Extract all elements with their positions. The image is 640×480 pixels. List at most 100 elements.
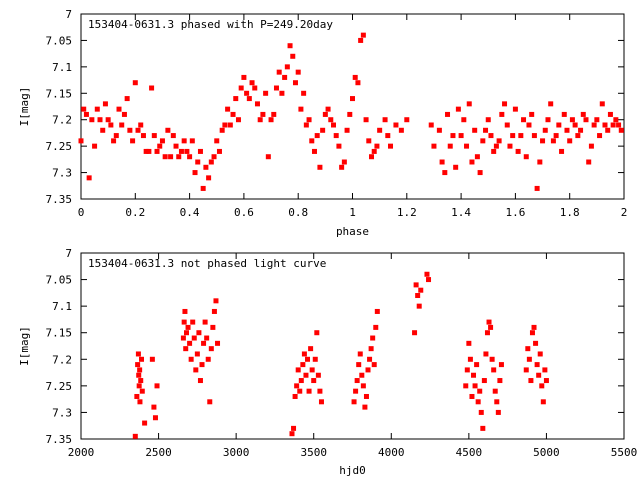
data-point	[531, 324, 537, 330]
data-point	[140, 133, 146, 139]
data-point	[222, 122, 228, 128]
data-point	[97, 117, 103, 123]
x-tick-label: 0.8	[288, 206, 308, 219]
data-point	[367, 356, 373, 362]
data-point	[268, 117, 274, 123]
data-point	[529, 330, 535, 336]
data-point	[151, 133, 157, 139]
data-point	[216, 148, 222, 154]
data-point	[225, 106, 231, 112]
y-tick-label: 7.2	[52, 353, 72, 366]
data-point	[561, 111, 567, 117]
data-point	[388, 143, 394, 149]
data-point	[180, 335, 186, 341]
data-point	[442, 170, 448, 176]
data-point	[301, 351, 307, 357]
data-point	[121, 111, 127, 117]
data-point	[317, 164, 323, 170]
y-tick-label: 7.1	[52, 300, 72, 313]
x-tick-label: 0.4	[180, 206, 200, 219]
data-point	[357, 351, 363, 357]
data-point	[512, 106, 518, 112]
data-point	[89, 117, 95, 123]
data-point	[494, 399, 500, 405]
plot-frame	[80, 13, 625, 200]
data-point	[184, 148, 190, 154]
data-point	[333, 133, 339, 139]
data-point	[136, 383, 142, 389]
data-point	[453, 164, 459, 170]
data-point	[190, 319, 196, 325]
data-point	[467, 356, 473, 362]
data-point	[588, 143, 594, 149]
data-point	[529, 111, 535, 117]
data-point	[208, 346, 214, 352]
data-point	[498, 362, 504, 368]
data-point	[353, 388, 359, 394]
data-point	[204, 335, 210, 341]
data-point	[328, 117, 334, 123]
data-point	[157, 143, 163, 149]
data-point	[244, 90, 250, 96]
data-point	[81, 106, 87, 112]
data-point	[485, 117, 491, 123]
data-point	[311, 148, 317, 154]
data-point	[559, 148, 565, 154]
data-point	[525, 346, 531, 352]
y-tick-label: 7.15	[46, 327, 73, 340]
data-point	[291, 425, 297, 431]
data-point	[182, 308, 188, 314]
data-point	[545, 117, 551, 123]
data-point	[607, 111, 613, 117]
data-point	[542, 367, 548, 373]
data-point	[207, 399, 213, 405]
data-point	[227, 122, 233, 128]
data-point	[83, 111, 89, 117]
data-point	[463, 383, 469, 389]
data-point	[292, 393, 298, 399]
x-tick-label: 3000	[223, 446, 250, 459]
data-point	[412, 330, 418, 336]
data-point	[365, 367, 371, 373]
data-point	[471, 372, 477, 378]
data-point	[194, 351, 200, 357]
data-point	[543, 378, 549, 384]
data-point	[132, 433, 138, 439]
data-point	[597, 133, 603, 139]
data-point	[276, 69, 282, 75]
data-point	[580, 111, 586, 117]
data-point	[298, 106, 304, 112]
y-tick-label: 7.25	[46, 380, 73, 393]
data-point	[178, 148, 184, 154]
data-point	[197, 378, 203, 384]
data-point	[187, 340, 193, 346]
data-point	[493, 143, 499, 149]
data-point	[309, 367, 315, 373]
x-tick-label: 1.8	[560, 206, 580, 219]
x-tick-label: 4500	[456, 446, 483, 459]
data-point	[488, 324, 494, 330]
data-point	[233, 96, 239, 102]
data-point	[151, 404, 157, 410]
data-point	[360, 32, 366, 38]
data-point	[523, 154, 529, 160]
data-point	[188, 356, 194, 362]
y-axis-label: I[mag]	[18, 326, 31, 366]
data-point	[206, 175, 212, 181]
y-tick-label: 7.1	[52, 61, 72, 74]
data-point	[339, 164, 345, 170]
x-tick-label: 2	[621, 206, 628, 219]
data-point	[567, 138, 573, 144]
data-point	[185, 324, 191, 330]
data-point	[540, 399, 546, 405]
data-point	[499, 111, 505, 117]
data-point	[260, 111, 266, 117]
data-point	[484, 330, 490, 336]
data-point	[306, 388, 312, 394]
data-point	[119, 122, 125, 128]
x-tick-label: 5000	[533, 446, 560, 459]
data-point	[523, 367, 529, 373]
x-tick-label: 0.2	[125, 206, 145, 219]
data-point	[322, 111, 328, 117]
data-point	[292, 80, 298, 86]
